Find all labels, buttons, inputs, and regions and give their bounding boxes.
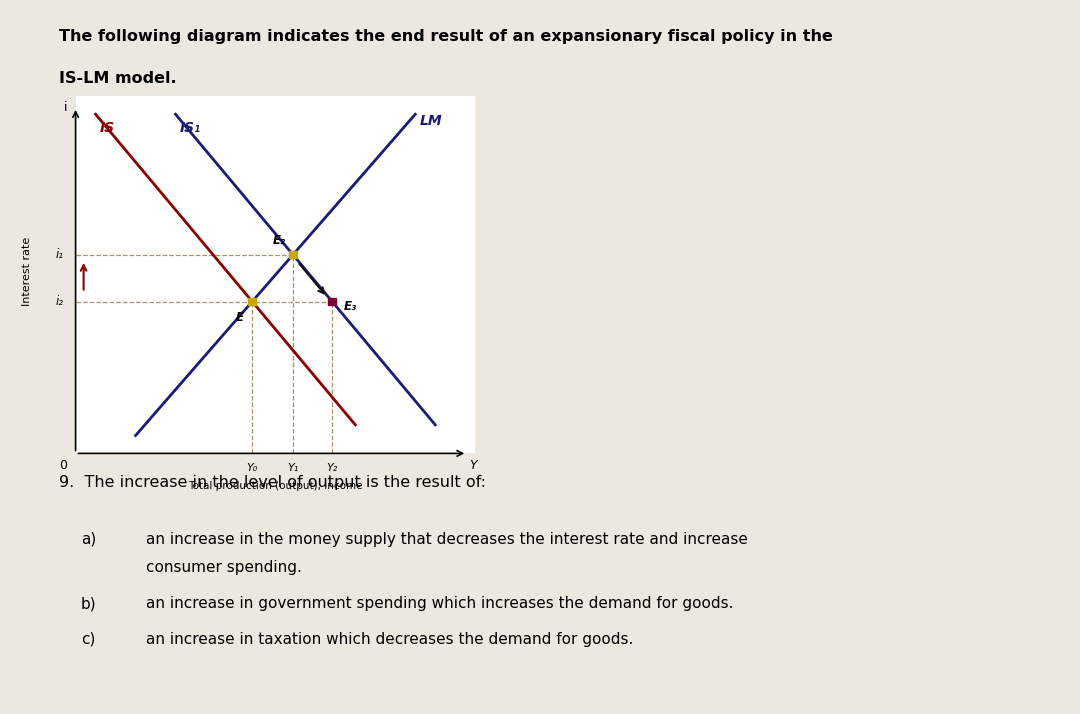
Text: Total production (output), income: Total production (output), income xyxy=(188,481,363,491)
Text: LM: LM xyxy=(419,114,442,128)
Text: c): c) xyxy=(81,632,95,647)
Bar xyxy=(248,298,256,305)
Text: 9.  The increase in the level of output is the result of:: 9. The increase in the level of output i… xyxy=(59,475,486,490)
Text: IS: IS xyxy=(99,121,114,135)
Text: an increase in government spending which increases the demand for goods.: an increase in government spending which… xyxy=(146,596,733,611)
Text: E₃: E₃ xyxy=(343,301,356,313)
Text: i₁: i₁ xyxy=(55,248,64,261)
Text: Y: Y xyxy=(470,459,477,473)
Text: 0: 0 xyxy=(59,459,68,473)
Text: Interest rate: Interest rate xyxy=(22,237,32,306)
Text: consumer spending.: consumer spending. xyxy=(146,560,301,575)
Text: The following diagram indicates the end result of an expansionary fiscal policy : The following diagram indicates the end … xyxy=(59,29,834,44)
Text: Y₁: Y₁ xyxy=(287,463,298,473)
Text: i₂: i₂ xyxy=(55,295,64,308)
Bar xyxy=(289,251,297,258)
Text: i: i xyxy=(64,101,67,114)
Text: Y₀: Y₀ xyxy=(246,463,258,473)
Text: an increase in taxation which decreases the demand for goods.: an increase in taxation which decreases … xyxy=(146,632,633,647)
Text: E₂: E₂ xyxy=(272,234,285,247)
Text: b): b) xyxy=(81,596,96,611)
Text: an increase in the money supply that decreases the interest rate and increase: an increase in the money supply that dec… xyxy=(146,532,747,547)
Text: Y₂: Y₂ xyxy=(326,463,338,473)
Text: IS₁: IS₁ xyxy=(179,121,201,135)
Bar xyxy=(328,298,336,305)
Text: IS-LM model.: IS-LM model. xyxy=(59,71,177,86)
Text: a): a) xyxy=(81,532,96,547)
Text: E: E xyxy=(237,311,244,324)
